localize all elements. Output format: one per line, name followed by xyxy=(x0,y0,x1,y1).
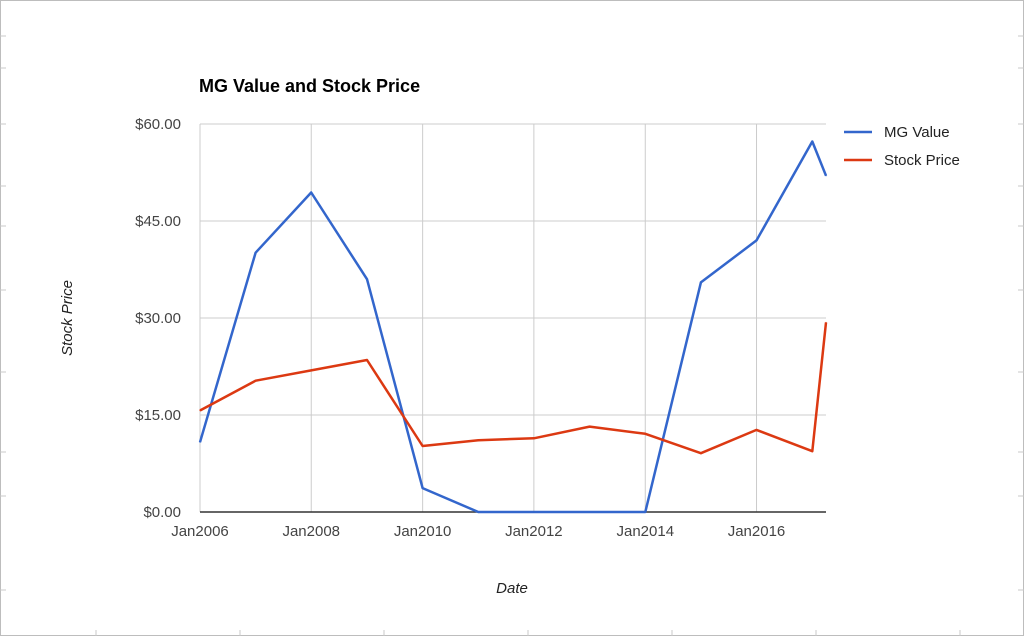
stock-price-point xyxy=(310,369,312,371)
stock-price-point xyxy=(422,445,424,447)
mg-value-point xyxy=(811,140,813,143)
stock-price-point xyxy=(366,359,368,361)
stock-price-point xyxy=(199,409,201,412)
mg-value-point xyxy=(700,281,702,283)
y-tick-label: $15.00 xyxy=(135,407,181,424)
y-tick-label: $60.00 xyxy=(135,116,181,133)
y-axis-tick-labels: $0.00 $15.00 $30.00 $45.00 $60.00 xyxy=(135,116,181,521)
stock-price-point xyxy=(477,439,479,441)
mg-value-point xyxy=(366,278,368,280)
series-layer xyxy=(198,140,828,514)
stock-price-point xyxy=(755,429,758,431)
x-tick-label: Jan2006 xyxy=(171,523,229,540)
stock-price-point xyxy=(589,426,591,428)
mg-value-point xyxy=(199,441,201,443)
y-tick-label: $45.00 xyxy=(135,213,181,230)
y-tick-label: $0.00 xyxy=(143,504,181,521)
y-axis-title: Stock Price xyxy=(59,280,76,356)
mg-value-point xyxy=(255,252,257,254)
legend: MG Value Stock Price xyxy=(844,124,960,169)
stock-price-point xyxy=(700,452,702,454)
stock-price-point xyxy=(644,433,646,435)
stock-price-point xyxy=(533,437,535,439)
horizontal-gridlines xyxy=(200,123,826,416)
mg-value-point xyxy=(477,511,479,513)
mg-value-point xyxy=(589,511,591,513)
mg-value-point xyxy=(422,487,424,489)
stock-price-point xyxy=(825,321,827,324)
x-axis-tick-labels: Jan2006 Jan2008 Jan2010 Jan2012 Jan2014 Jan20… xyxy=(171,523,785,540)
stock-price-point xyxy=(255,380,257,382)
vertical-gridlines xyxy=(199,124,758,512)
x-tick-label: Jan2010 xyxy=(394,523,452,540)
mg-value-line xyxy=(198,140,828,514)
mg-value-point xyxy=(310,191,312,194)
stock-price-point xyxy=(811,450,813,452)
x-tick-label: Jan2016 xyxy=(728,523,786,540)
legend-label-stock-price: Stock Price xyxy=(884,152,960,169)
legend-label-mg-value: MG Value xyxy=(884,124,950,141)
stock-price-line xyxy=(199,322,828,455)
x-tick-label: Jan2008 xyxy=(282,523,340,540)
x-tick-label: Jan2014 xyxy=(616,523,674,540)
x-axis-title: Date xyxy=(496,580,528,597)
y-tick-label: $30.00 xyxy=(135,310,181,327)
mg-value-point xyxy=(755,239,758,241)
x-tick-label: Jan2012 xyxy=(505,523,563,540)
chart-title: MG Value and Stock Price xyxy=(199,76,420,96)
mg-value-point xyxy=(644,511,646,513)
mg-value-point xyxy=(533,511,535,513)
mg-value-point xyxy=(825,175,827,177)
